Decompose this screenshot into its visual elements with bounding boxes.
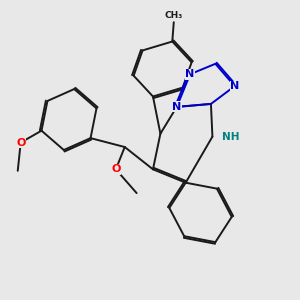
Text: N: N bbox=[230, 81, 239, 91]
Text: O: O bbox=[111, 164, 121, 174]
Text: N: N bbox=[185, 69, 195, 79]
Text: N: N bbox=[172, 102, 182, 112]
Text: NH: NH bbox=[222, 132, 239, 142]
Text: O: O bbox=[16, 138, 26, 148]
Text: CH₃: CH₃ bbox=[165, 11, 183, 20]
